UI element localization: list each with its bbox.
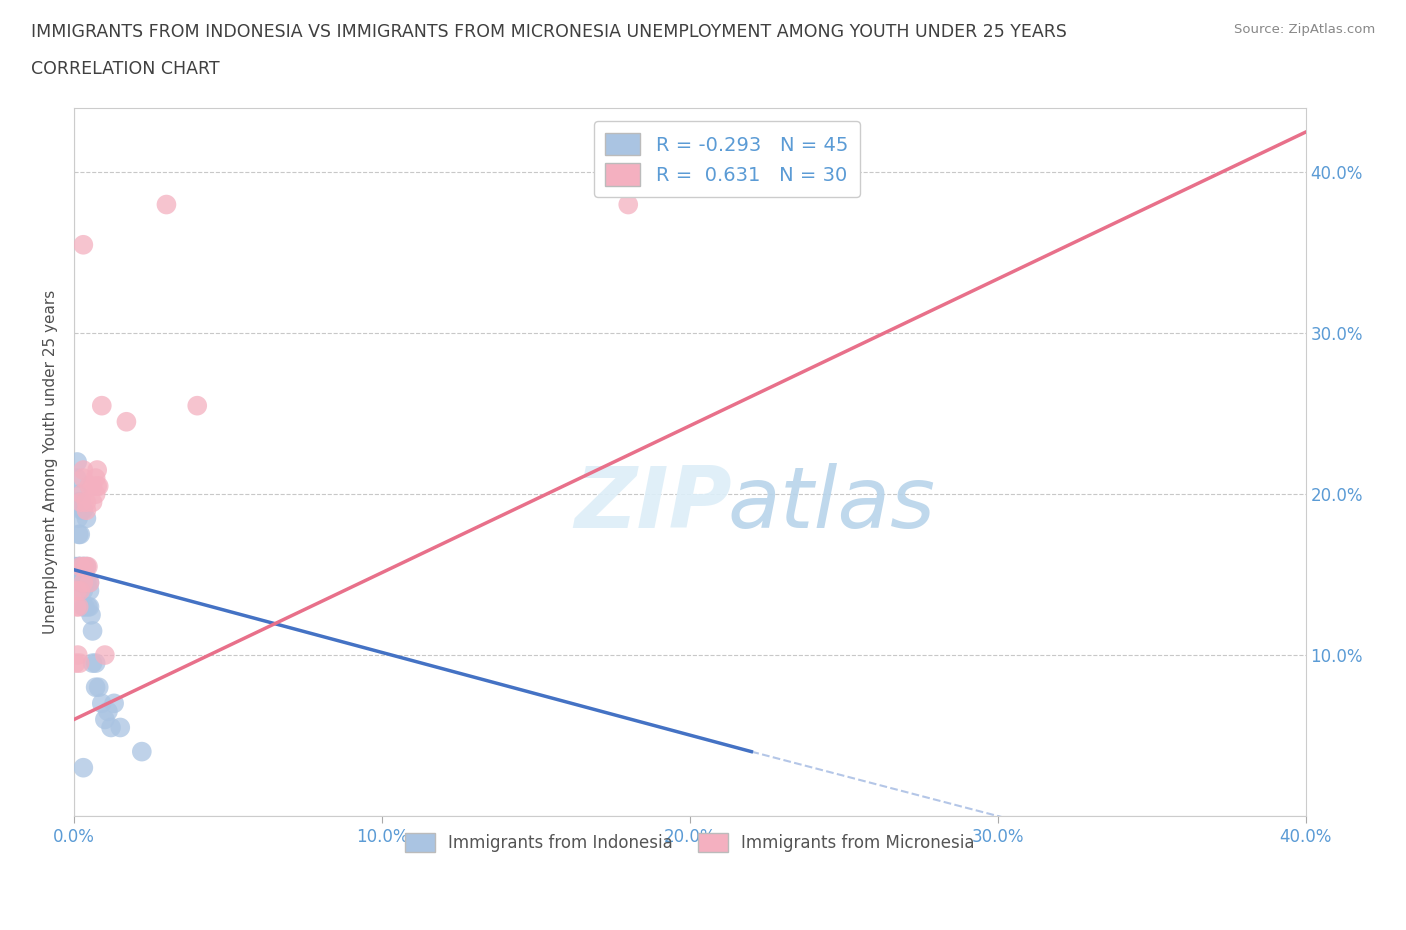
Point bbox=[72, 471, 94, 485]
Point bbox=[66, 455, 89, 470]
Point bbox=[69, 583, 91, 598]
Y-axis label: Unemployment Among Youth under 25 years: Unemployment Among Youth under 25 years bbox=[44, 290, 58, 634]
Point bbox=[72, 559, 94, 574]
Point bbox=[67, 511, 90, 525]
Text: atlas: atlas bbox=[727, 463, 935, 546]
Text: CORRELATION CHART: CORRELATION CHART bbox=[31, 60, 219, 78]
Point bbox=[70, 576, 93, 591]
Point bbox=[72, 760, 94, 775]
Point bbox=[155, 197, 177, 212]
Point bbox=[67, 559, 90, 574]
Point bbox=[72, 462, 94, 477]
Point bbox=[86, 462, 108, 477]
Point bbox=[72, 583, 94, 598]
Point bbox=[70, 495, 93, 510]
Point bbox=[75, 559, 97, 574]
Point bbox=[72, 559, 94, 574]
Point bbox=[65, 471, 87, 485]
Text: IMMIGRANTS FROM INDONESIA VS IMMIGRANTS FROM MICRONESIA UNEMPLOYMENT AMONG YOUTH: IMMIGRANTS FROM INDONESIA VS IMMIGRANTS … bbox=[31, 23, 1067, 41]
Point bbox=[72, 503, 94, 518]
Point bbox=[82, 495, 104, 510]
Point bbox=[76, 576, 98, 591]
Point bbox=[79, 599, 101, 614]
Point bbox=[87, 479, 110, 494]
Point bbox=[131, 744, 153, 759]
Point bbox=[67, 527, 90, 542]
Point bbox=[80, 607, 103, 622]
Point bbox=[75, 576, 97, 591]
Point bbox=[73, 599, 96, 614]
Point bbox=[79, 583, 101, 598]
Point bbox=[110, 720, 132, 735]
Point bbox=[65, 656, 87, 671]
Point bbox=[79, 576, 101, 591]
Point bbox=[73, 559, 96, 574]
Point bbox=[72, 237, 94, 252]
Point bbox=[97, 704, 120, 719]
Point bbox=[73, 567, 96, 582]
Point bbox=[72, 599, 94, 614]
Point bbox=[79, 576, 101, 591]
Point bbox=[72, 576, 94, 591]
Point bbox=[103, 696, 125, 711]
Legend: Immigrants from Indonesia, Immigrants from Micronesia: Immigrants from Indonesia, Immigrants fr… bbox=[398, 826, 981, 858]
Point bbox=[66, 583, 89, 598]
Point bbox=[69, 559, 91, 574]
Point bbox=[86, 479, 108, 494]
Point bbox=[77, 599, 100, 614]
Point bbox=[617, 197, 640, 212]
Point bbox=[69, 495, 91, 510]
Point bbox=[65, 559, 87, 574]
Point bbox=[75, 511, 97, 525]
Point bbox=[66, 647, 89, 662]
Point bbox=[69, 559, 91, 574]
Point bbox=[186, 398, 208, 413]
Point bbox=[84, 680, 107, 695]
Point bbox=[82, 479, 104, 494]
Point bbox=[100, 720, 122, 735]
Point bbox=[84, 486, 107, 501]
Point bbox=[66, 486, 89, 501]
Point bbox=[82, 623, 104, 638]
Point bbox=[70, 503, 93, 518]
Point bbox=[115, 415, 138, 430]
Point bbox=[69, 656, 91, 671]
Point bbox=[94, 712, 117, 727]
Point bbox=[70, 486, 93, 501]
Point bbox=[70, 495, 93, 510]
Point bbox=[75, 495, 97, 510]
Point bbox=[82, 656, 104, 671]
Point bbox=[69, 527, 91, 542]
Point bbox=[77, 559, 100, 574]
Point bbox=[90, 398, 112, 413]
Point bbox=[70, 576, 93, 591]
Point bbox=[94, 647, 117, 662]
Point bbox=[87, 680, 110, 695]
Point bbox=[79, 479, 101, 494]
Text: Source: ZipAtlas.com: Source: ZipAtlas.com bbox=[1234, 23, 1375, 36]
Point bbox=[67, 599, 90, 614]
Point bbox=[67, 559, 90, 574]
Point bbox=[66, 495, 89, 510]
Point bbox=[65, 599, 87, 614]
Point bbox=[84, 471, 107, 485]
Point bbox=[75, 503, 97, 518]
Point bbox=[90, 696, 112, 711]
Point bbox=[84, 656, 107, 671]
Text: ZIP: ZIP bbox=[574, 463, 731, 546]
Point bbox=[75, 559, 97, 574]
